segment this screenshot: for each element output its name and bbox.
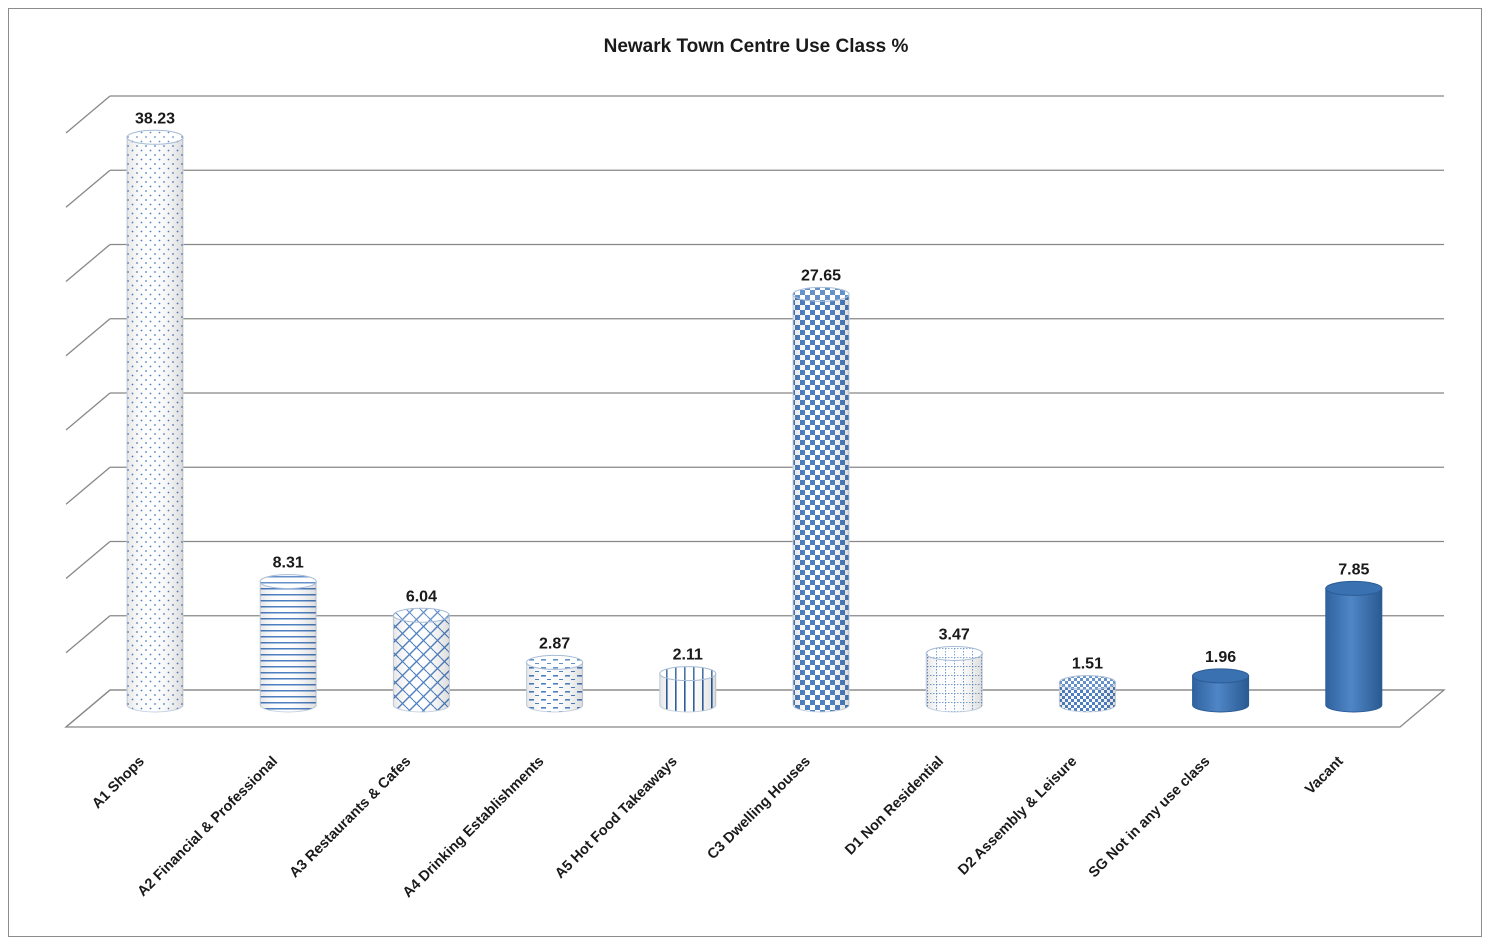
data-labels: 38.23 8.31 6.04 2.87 2.11 27.65 3.47 1.51 1.96 7.… xyxy=(135,110,1369,672)
bar xyxy=(792,286,850,713)
data-label: 8.31 xyxy=(273,555,304,572)
bar xyxy=(659,666,717,713)
category-label: C3 Dwelling Houses xyxy=(705,754,814,863)
gridline-side xyxy=(65,169,111,208)
data-label: 38.23 xyxy=(135,110,175,127)
data-label: 1.96 xyxy=(1205,649,1236,666)
bar xyxy=(1058,675,1116,713)
bar xyxy=(1325,580,1383,713)
bar xyxy=(925,645,983,713)
data-label: 1.51 xyxy=(1072,656,1103,673)
data-label: 2.87 xyxy=(539,635,570,652)
data-label: 3.47 xyxy=(939,626,970,643)
gridline-side xyxy=(65,244,111,282)
data-label: 27.65 xyxy=(801,267,841,284)
category-label: D1 Non Residential xyxy=(842,754,947,859)
chart-title: Newark Town Centre Use Class % xyxy=(604,36,909,57)
category-label: SG Not in any use class xyxy=(1086,754,1214,882)
category-label: A2 Financial & Professional xyxy=(135,754,281,900)
category-label: Vacant xyxy=(1302,753,1346,797)
data-label: 2.11 xyxy=(673,647,703,664)
bar xyxy=(526,654,584,713)
data-label: 6.04 xyxy=(406,588,437,605)
bar xyxy=(259,574,317,713)
bar xyxy=(126,129,184,713)
gridline-side xyxy=(65,466,111,505)
category-label: A3 Restaurants & Cafes xyxy=(287,754,415,882)
gridline-side xyxy=(65,541,111,579)
gridline-side xyxy=(65,95,111,134)
category-label: A1 Shops xyxy=(89,754,148,813)
gridline-side xyxy=(65,392,111,431)
category-label: A5 Hot Food Takeaways xyxy=(552,754,680,882)
bars xyxy=(126,129,1383,713)
bar xyxy=(392,607,450,713)
chart-floor xyxy=(64,689,1446,728)
category-label: A4 Drinking Establishments xyxy=(400,754,547,901)
bar xyxy=(1192,668,1250,713)
category-label: D2 Assembly & Leisure xyxy=(955,754,1080,879)
data-label: 7.85 xyxy=(1338,561,1369,578)
gridline-side xyxy=(65,615,111,654)
chart-area xyxy=(8,8,1482,937)
gridline-side xyxy=(65,318,111,357)
